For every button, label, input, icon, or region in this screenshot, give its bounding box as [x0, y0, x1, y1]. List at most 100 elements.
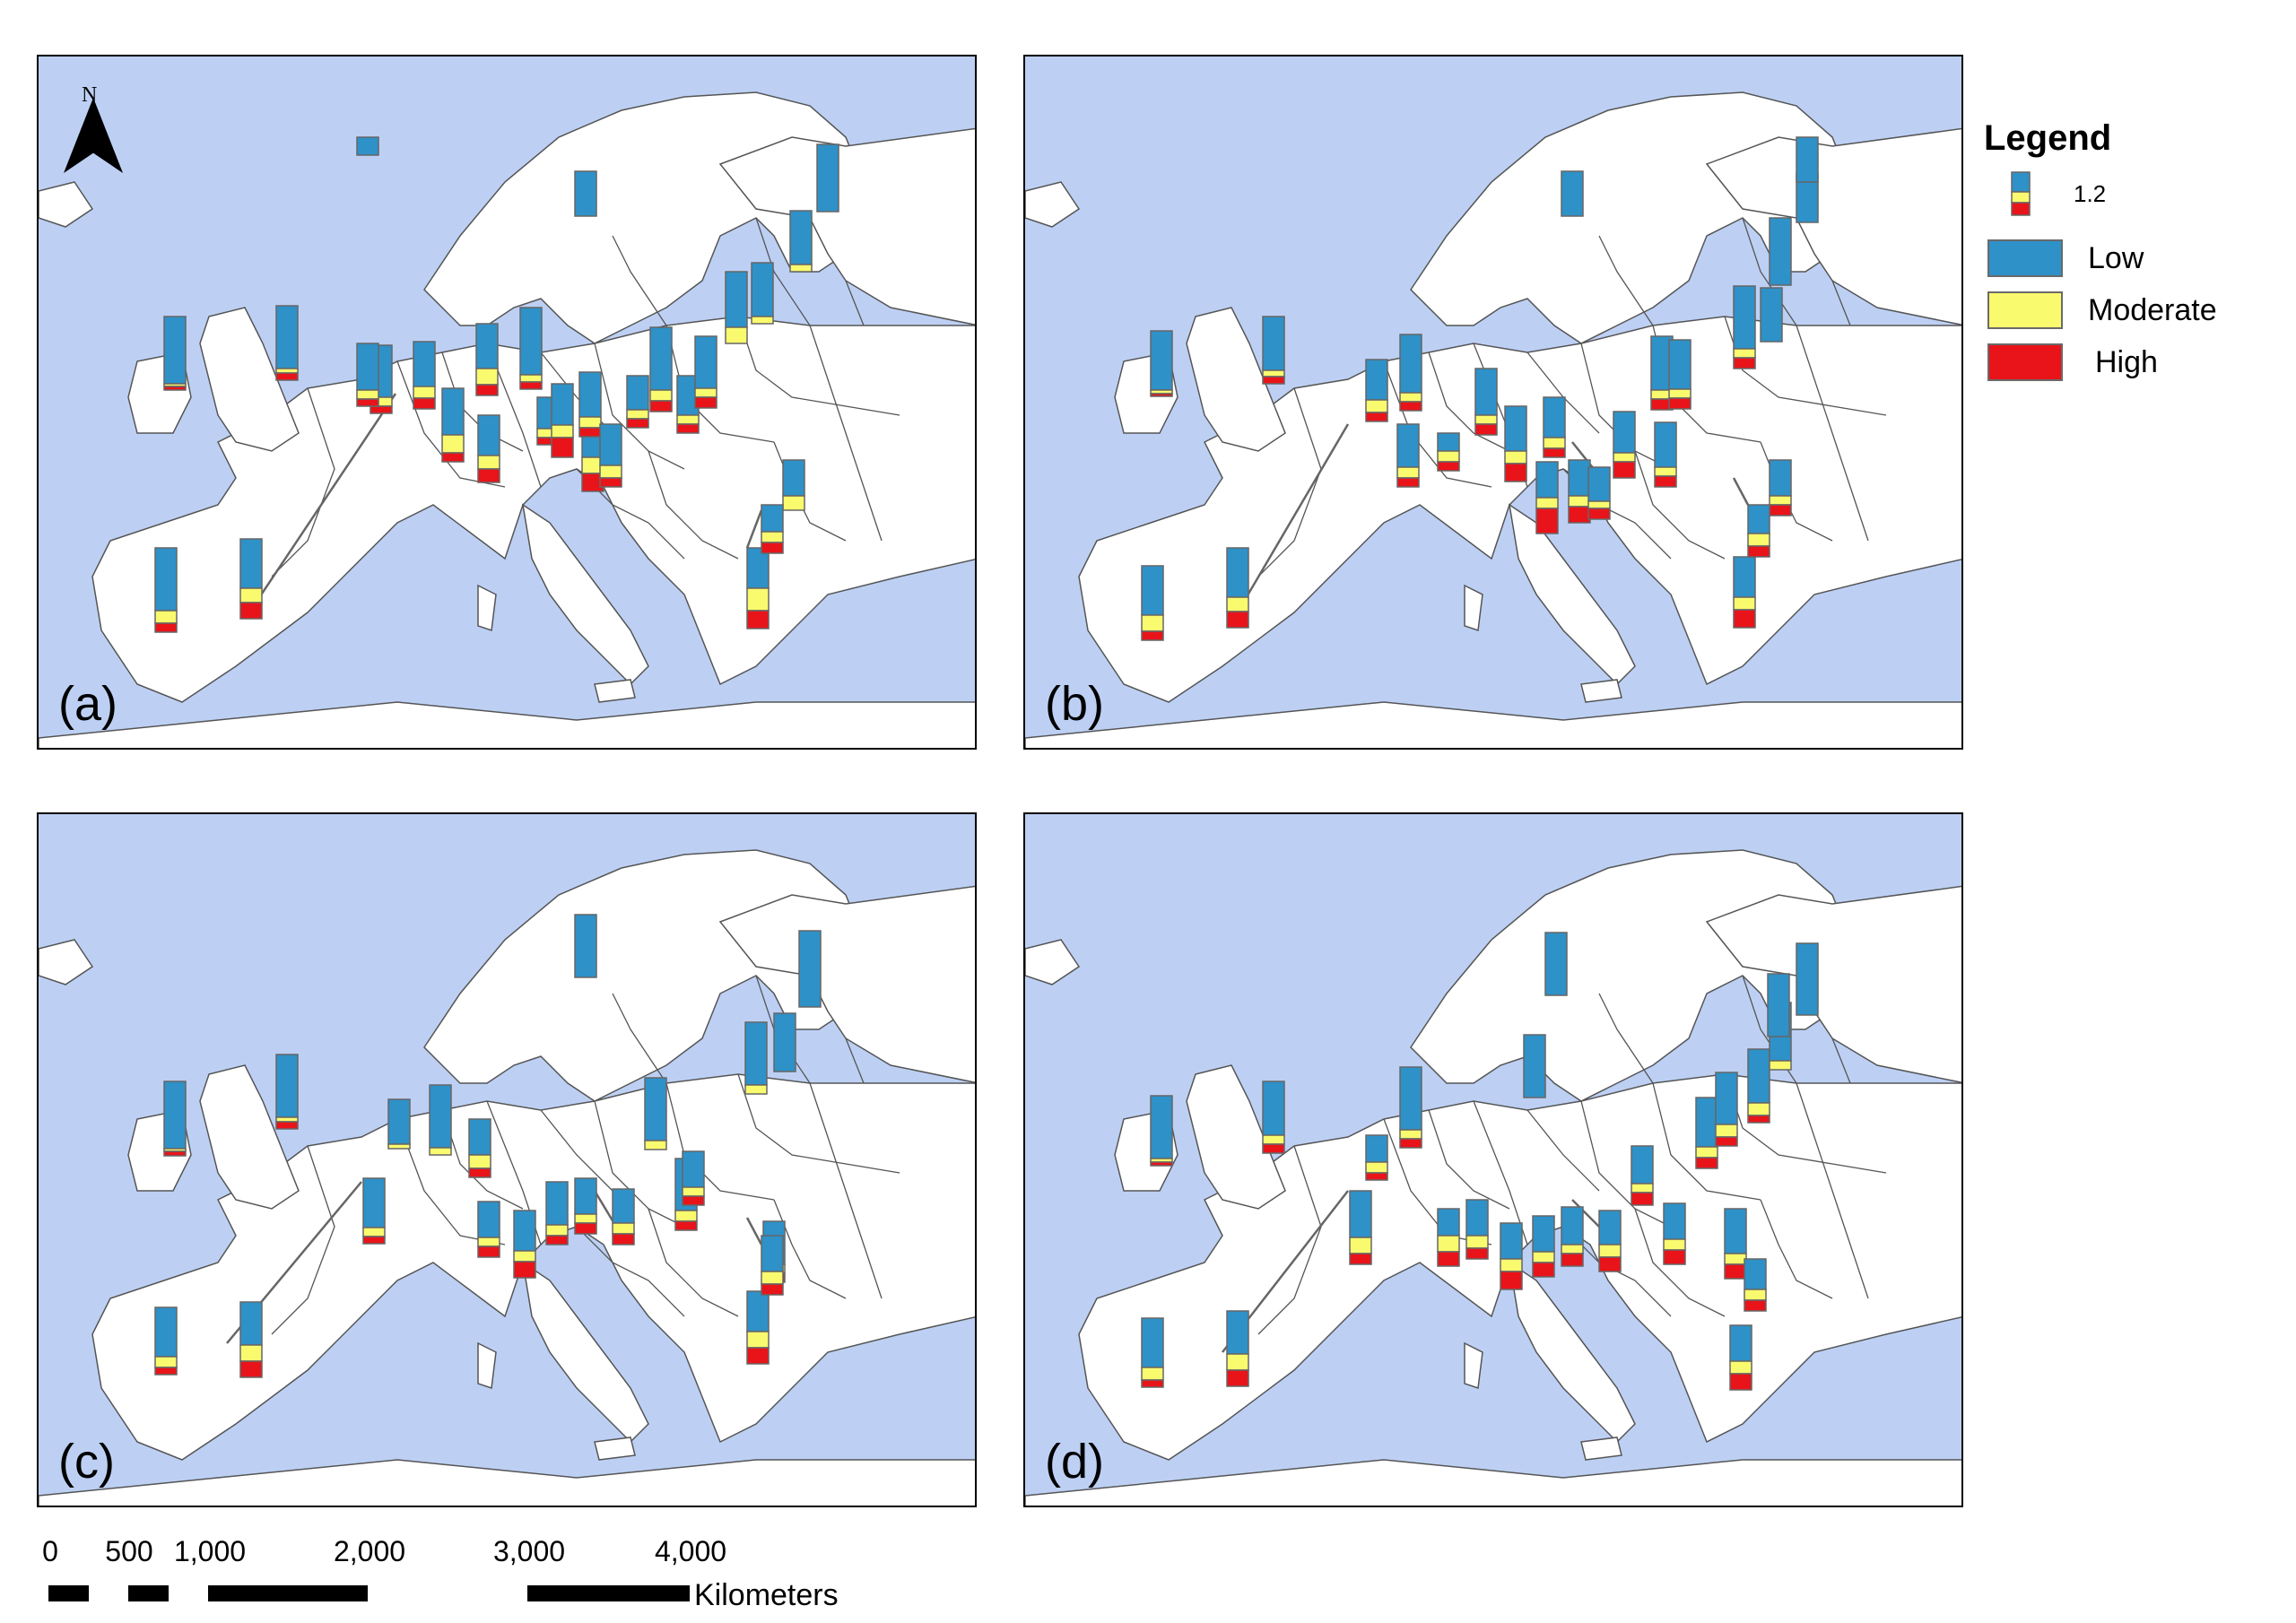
risk-bar	[275, 1054, 299, 1130]
bar-segment-moderate	[644, 1140, 667, 1150]
land-mass	[39, 181, 94, 228]
bar-segment-high	[1695, 1157, 1718, 1169]
country-border	[1796, 325, 1869, 542]
risk-bar	[1523, 1034, 1546, 1098]
legend: Legend 1.2 Low Moderate High	[1984, 118, 2280, 405]
panel-label: (a)	[58, 677, 117, 731]
map-canvas	[39, 849, 975, 1506]
land-mass	[1025, 1459, 1961, 1506]
border-layer	[1257, 217, 1887, 577]
bar-segment-high	[1226, 1369, 1249, 1387]
bar-segment-low	[477, 1201, 500, 1238]
risk-bar	[761, 504, 784, 554]
bar-segment-high	[626, 418, 649, 429]
country-border	[1598, 235, 1654, 326]
risk-bar	[163, 316, 187, 391]
bar-segment-high	[1262, 376, 1285, 385]
bar-layer	[1141, 136, 1819, 641]
risk-bar	[387, 1098, 411, 1150]
bar-segment-moderate	[1399, 1129, 1422, 1140]
bar-segment-moderate	[1747, 533, 1770, 547]
bar-segment-low	[545, 1181, 569, 1226]
bar-segment-high	[477, 468, 500, 483]
risk-bar	[1437, 1208, 1460, 1267]
risk-bar	[1226, 547, 1249, 629]
bar-segment-high	[1769, 504, 1792, 516]
country-border	[1257, 1145, 1322, 1335]
country-border	[665, 325, 775, 443]
risk-bar	[1141, 565, 1164, 641]
bar-segment-moderate	[513, 1250, 536, 1263]
risk-bar	[1150, 1095, 1173, 1167]
land-mass	[199, 307, 300, 452]
bar-segment-high	[468, 1167, 491, 1178]
bar-segment-high	[1631, 1192, 1654, 1206]
country-border	[845, 1037, 865, 1084]
country-border	[540, 1109, 613, 1192]
bar-segment-low	[1141, 565, 1164, 616]
bar-segment-low	[1695, 1097, 1718, 1148]
bar-segment-high	[1543, 447, 1566, 458]
bar-segment-high	[1744, 1299, 1767, 1312]
country-border	[737, 1073, 900, 1174]
land-mass	[1025, 181, 1081, 228]
bar-segment-low	[649, 326, 673, 391]
country-border	[1634, 450, 1726, 560]
bar-segment-low	[1544, 932, 1568, 996]
risk-bar	[1437, 432, 1460, 472]
bar-segment-high	[1226, 611, 1249, 629]
risk-bar	[413, 341, 436, 410]
bar-segment-low	[519, 307, 543, 376]
risk-bar	[1226, 1310, 1249, 1387]
bar-segment-low	[1598, 1210, 1622, 1245]
bar-segment-low	[1504, 405, 1527, 452]
land-mass	[521, 1261, 649, 1444]
land-layer	[1025, 849, 1961, 1506]
risk-bar	[761, 1235, 784, 1296]
bar-segment-high	[612, 1233, 635, 1245]
bar-segment-moderate	[1695, 1146, 1718, 1159]
bar-segment-high	[275, 372, 299, 381]
scale-tick: 4,000	[654, 1535, 727, 1567]
bar-segment-moderate	[578, 416, 602, 429]
risk-bar	[519, 307, 543, 390]
bar-segment-high	[682, 1195, 705, 1206]
bar-segment-moderate	[1141, 614, 1164, 632]
risk-bar	[1465, 1199, 1489, 1260]
bar-segment-moderate	[744, 1084, 768, 1095]
bar-segment-high	[674, 1220, 698, 1231]
bar-segment-low	[694, 335, 718, 389]
risk-bar	[513, 1210, 536, 1279]
land-mass	[199, 1064, 300, 1210]
risk-bar	[551, 383, 574, 458]
risk-bar	[773, 1012, 796, 1072]
bar-segment-low	[275, 1054, 299, 1118]
risk-bar	[1587, 466, 1611, 520]
bar-segment-moderate	[1598, 1244, 1622, 1258]
land-mass	[39, 701, 975, 748]
risk-bar	[1365, 359, 1388, 422]
bar-segment-moderate	[1631, 1183, 1654, 1193]
bar-segment-moderate	[761, 1271, 784, 1285]
risk-bar	[356, 136, 379, 156]
land-mass	[594, 679, 636, 703]
bar-segment-high	[239, 1360, 263, 1378]
bar-segment-high	[1399, 401, 1422, 412]
risk-bar	[751, 262, 774, 325]
bar-segment-high	[1150, 393, 1173, 397]
bar-segment-high	[362, 1236, 386, 1245]
bar-segment-high	[574, 1222, 597, 1235]
land-mass	[39, 1459, 975, 1506]
bar-layer	[154, 136, 839, 633]
risk-bar	[612, 1188, 635, 1245]
country-border	[737, 316, 900, 416]
bar-segment-low	[1733, 556, 1756, 598]
risk-bar	[1729, 1324, 1752, 1391]
legend-label: High	[2095, 345, 2158, 379]
risk-bar	[1500, 1222, 1523, 1290]
land-layer	[39, 849, 975, 1506]
country-border	[1796, 1082, 1869, 1299]
risk-bar	[1769, 217, 1792, 286]
bar-segment-low	[744, 1021, 768, 1086]
risk-bar	[468, 1118, 491, 1178]
